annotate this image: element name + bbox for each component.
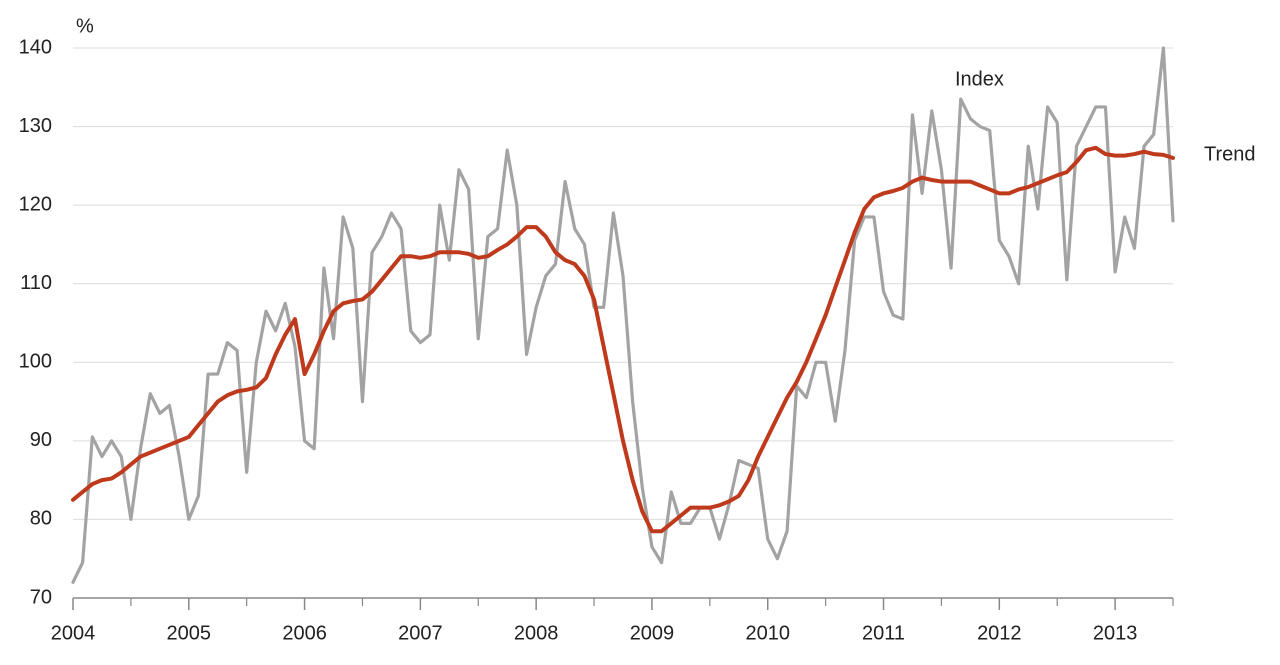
x-tick-label: 2012 [977,622,1022,644]
series-line [71,46,1175,584]
x-tick-label: 2008 [514,622,559,644]
y-tick-label: 100 [19,351,52,373]
x-tick-label: 2005 [167,622,212,644]
y-unit: % [76,15,94,37]
y-tick-label: 90 [30,429,52,451]
y-tick-label: 80 [30,508,52,530]
x-tick-label: 2006 [282,622,327,644]
y-tick-label: 140 [19,36,52,58]
series-line [71,145,1175,534]
series-label: Trend [1204,143,1256,165]
y-tick-label: 130 [19,115,52,137]
y-tick-label: 70 [30,586,52,608]
x-tick-label: 2009 [630,622,675,644]
series-label: Index [955,68,1004,90]
x-tick-label: 2007 [398,622,443,644]
x-tick-label: 2010 [745,622,790,644]
y-tick-label: 110 [20,272,52,294]
x-tick-label: 2011 [862,622,905,644]
y-tick-label: 120 [19,193,52,215]
x-tick-label: 2013 [1093,622,1138,644]
x-tick-label: 2004 [51,622,96,644]
